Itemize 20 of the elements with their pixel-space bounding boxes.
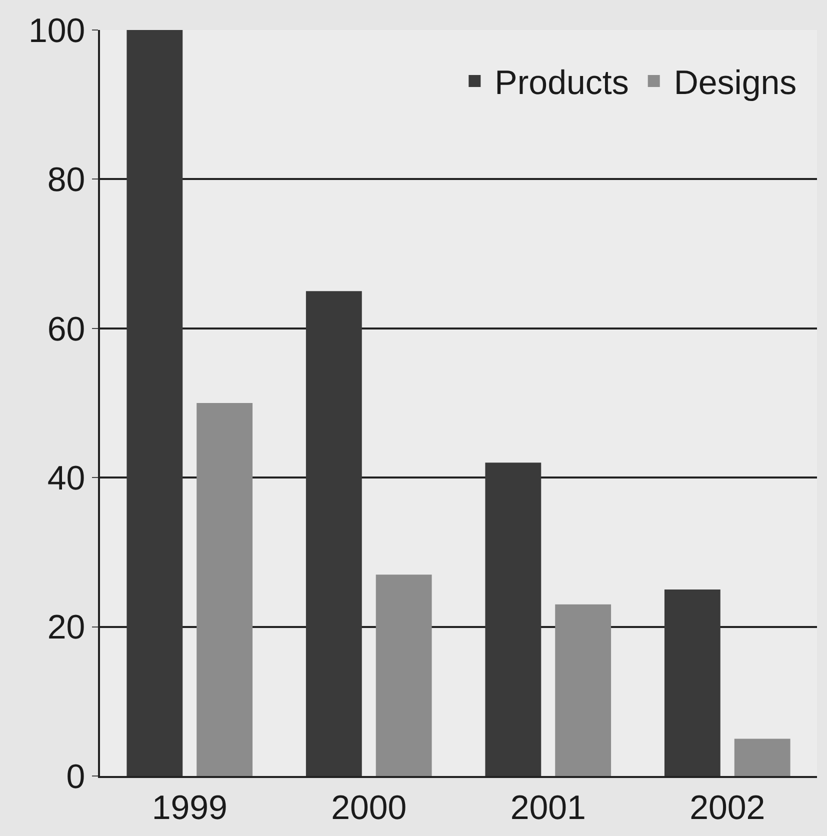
y-tick-label: 0 — [66, 758, 86, 796]
bar — [306, 291, 362, 776]
y-tick-label: 100 — [28, 12, 86, 50]
y-tick-label: 20 — [47, 608, 86, 647]
bar — [555, 604, 612, 776]
bar — [485, 462, 542, 776]
x-tick-label: 2002 — [690, 788, 766, 827]
legend-label: Designs — [674, 64, 797, 102]
x-tick-label: 2001 — [510, 788, 586, 827]
x-tick-label: 2000 — [331, 788, 407, 827]
bar — [376, 574, 432, 776]
y-tick-label: 40 — [47, 460, 86, 498]
x-tick-label: 1999 — [152, 788, 228, 827]
bar — [196, 403, 253, 776]
bar — [664, 590, 720, 776]
legend-label: Products — [494, 64, 629, 102]
y-tick-label: 60 — [47, 310, 86, 348]
y-tick-label: 80 — [47, 161, 86, 200]
bar — [126, 30, 183, 776]
bar — [734, 738, 790, 776]
